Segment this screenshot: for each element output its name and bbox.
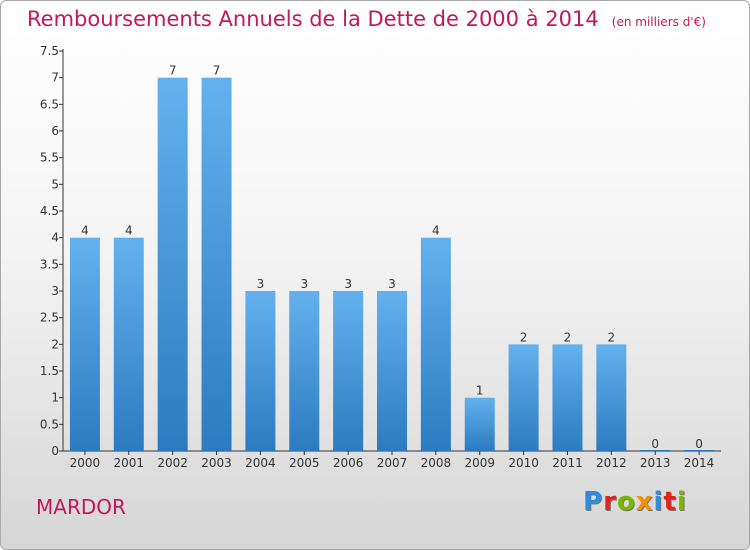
bar [684,450,715,451]
x-tick-label: 2006 [333,456,364,470]
bar [69,237,100,451]
y-tick-label: 7 [51,71,59,85]
bars [69,77,715,452]
bar-value-label: 2 [608,330,616,344]
bar-value-label: 4 [432,224,440,238]
x-tick-label: 2008 [421,456,452,470]
town-name: MARDOR [36,495,126,519]
bar [333,291,364,451]
x-tick-label: 2005 [289,456,320,470]
y-tick-label: 0.5 [40,417,59,431]
x-tick-label: 2000 [70,456,101,470]
logo-letter: r [603,487,617,517]
value-labels: 4 4 7 7 3 3 3 3 4 1 2 2 2 0 0 [81,64,703,451]
x-tick-label: 2003 [201,456,232,470]
bar-value-label: 0 [651,437,659,451]
bar [420,237,451,451]
bar-value-label: 1 [476,384,484,398]
logo-letter: i [676,487,687,517]
bar-value-label: 3 [388,277,396,291]
y-tick-label: 4.5 [40,204,59,218]
bar [201,77,232,452]
bar [640,450,671,451]
bar-value-label: 3 [344,277,352,291]
y-tick-label: 4 [51,231,59,245]
chart-unit-note: (en milliers d'€) [611,15,706,29]
bar-value-label: 7 [169,64,177,78]
bar-value-label: 2 [564,330,572,344]
y-tick-label: 6.5 [40,97,59,111]
x-tick-label: 2001 [114,456,145,470]
y-axis: 0 0.5 1 1.5 2 2.5 3 3.5 4 4.5 5 5.5 6 6.5 7 7.5 [40,44,64,458]
bar-value-label: 3 [300,277,308,291]
x-tick-label: 2009 [464,456,495,470]
bar-value-label: 3 [257,277,265,291]
x-tick-label: 2014 [684,456,715,470]
logo-letter: o [616,487,636,517]
y-tick-label: 3 [51,284,59,298]
y-tick-label: 1 [51,391,59,405]
logo-letter: t [663,487,677,517]
x-tick-label: 2013 [640,456,671,470]
bar-value-label: 4 [81,224,89,238]
y-tick-label: 1.5 [40,364,59,378]
bar [508,344,539,451]
bar [377,291,407,451]
x-tick-label: 2011 [552,456,583,470]
y-tick-label: 7.5 [40,44,59,58]
y-tick-label: 5.5 [40,151,59,165]
bar [289,291,320,451]
y-tick-label: 6 [51,124,59,138]
x-tick-label: 2002 [157,456,188,470]
x-tick-label: 2004 [245,456,276,470]
bar-value-label: 0 [695,437,703,451]
bar-value-label: 4 [125,224,133,238]
x-tick-label: 2007 [377,456,408,470]
bar [245,291,276,451]
bar [596,344,627,451]
x-axis: 2000 2001 2002 2003 2004 2005 2006 2007 2008 2009… [63,450,721,470]
x-tick-label: 2010 [508,456,539,470]
logo-letter: x [635,487,654,517]
bar [464,397,495,451]
y-tick-label: 2 [51,337,59,351]
bar-value-label: 7 [213,64,221,78]
bar [113,237,144,451]
bar [157,77,188,452]
y-tick-label: 0 [51,444,59,458]
logo-letter: P [583,487,604,517]
y-tick-label: 3.5 [40,257,59,271]
bar-value-label: 2 [520,330,528,344]
proxiti-logo: Proxiti [583,487,687,517]
y-tick-label: 5 [51,177,59,191]
chart-title-text: Remboursements Annuels de la Dette de 20… [27,7,599,31]
logo-letter: i [653,487,664,517]
chart-title: Remboursements Annuels de la Dette de 20… [27,7,706,31]
x-tick-label: 2012 [596,456,627,470]
bar [552,344,583,451]
y-tick-label: 2.5 [40,311,59,325]
